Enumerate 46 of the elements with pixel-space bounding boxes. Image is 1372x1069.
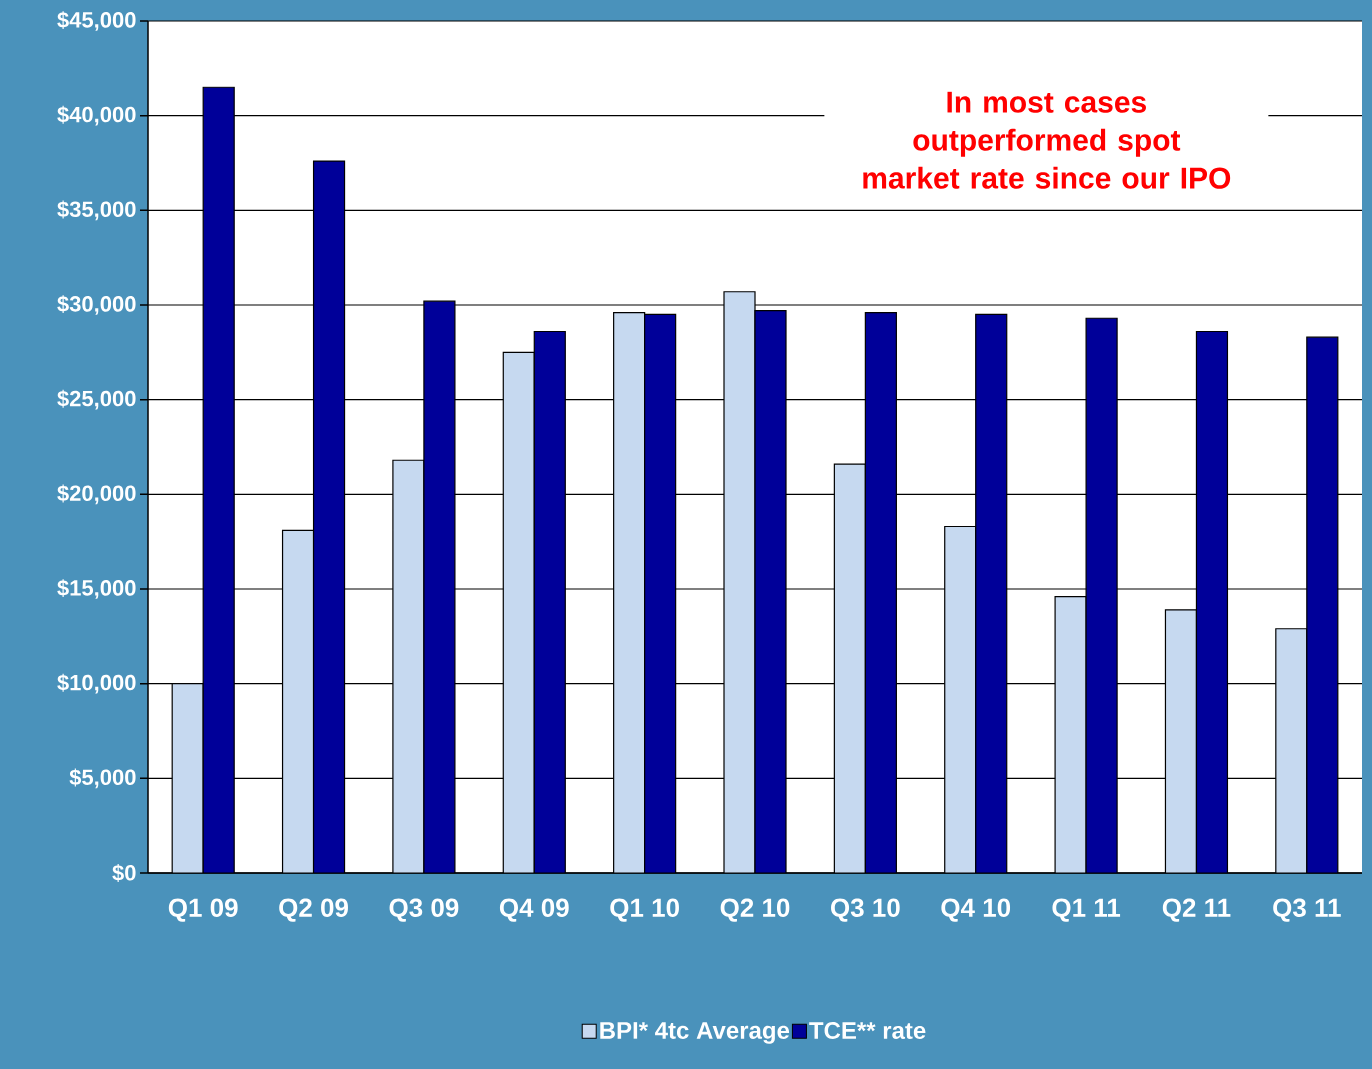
bar [1275, 628, 1308, 873]
x-tick-label: Q3 11 [1273, 898, 1341, 922]
y-tick-label: $5,000 [69, 768, 136, 789]
x-tick-label: Q1 11 [1052, 898, 1121, 922]
x-tick-label: Q2 11 [1162, 898, 1231, 922]
bar [1306, 336, 1339, 873]
y-tick-label: $20,000 [57, 484, 136, 505]
bar [833, 463, 866, 873]
bar [864, 311, 897, 873]
x-tick-label: Q1 09 [168, 898, 238, 922]
y-tick-label: $10,000 [57, 673, 136, 694]
bar [392, 459, 425, 873]
x-tick-label: Q4 09 [499, 898, 569, 922]
bar [1085, 317, 1118, 873]
bar [613, 311, 646, 873]
bar [533, 330, 566, 873]
y-tick-label: $40,000 [57, 105, 136, 126]
bar [644, 313, 677, 873]
bar [754, 310, 787, 873]
y-tick-label: $30,000 [57, 295, 136, 315]
y-tick-label: $45,000 [57, 11, 136, 31]
bar [202, 86, 235, 873]
x-tick-label: Q4 10 [941, 898, 1011, 922]
x-tick-label: Q1 10 [610, 898, 679, 922]
bar [281, 529, 315, 873]
y-tick-label: $25,000 [57, 389, 136, 410]
y-tick-label: $0 [112, 864, 136, 882]
x-tick-label: Q3 09 [389, 898, 459, 922]
bar [944, 525, 977, 873]
bar [312, 160, 346, 873]
legend-label: BPI* 4tc Average [600, 1022, 790, 1044]
y-tick-label: $35,000 [57, 200, 136, 221]
x-tick-label: Q2 10 [720, 898, 790, 922]
bar [1195, 330, 1229, 873]
bar [1164, 609, 1198, 873]
bar [975, 313, 1008, 873]
x-tick-label: Q2 09 [279, 898, 348, 922]
x-tick-label: Q3 10 [831, 898, 900, 922]
annotation: In most cases outperformed spot market rate since our IPO [863, 91, 1231, 189]
y-tick-label: $15,000 [57, 579, 136, 599]
bar [423, 300, 456, 873]
bar [723, 291, 756, 873]
bar [1054, 595, 1087, 873]
legend-label: TCE** rate [809, 1022, 926, 1040]
bar [171, 683, 204, 873]
bar [502, 351, 535, 873]
